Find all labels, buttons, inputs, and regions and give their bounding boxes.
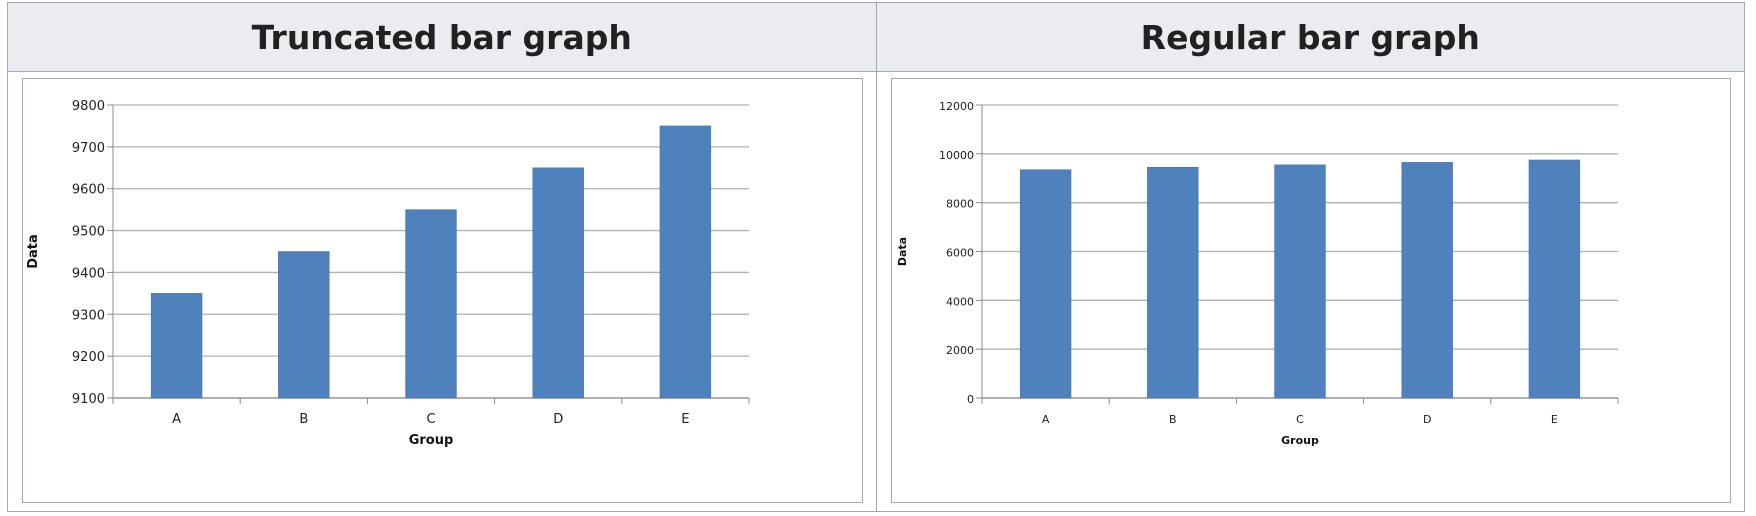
x-tick-label: E (1550, 413, 1557, 426)
x-tick-label: A (1041, 413, 1049, 426)
y-axis-label: Data (896, 237, 909, 266)
bar-d (532, 167, 584, 399)
y-tick-label: 9600 (72, 183, 105, 198)
y-tick-label: 2000 (946, 344, 974, 357)
regular-chart-cell: 0 2000 4000 6000 8000 10000 12000 A B C D E Group Dat… (877, 72, 1745, 511)
bar-b (278, 251, 330, 399)
y-tick-label: 4000 (946, 295, 974, 308)
y-tick-label: 9800 (72, 99, 105, 114)
truncated-chart-frame: 9100 9200 9300 9400 9500 9600 9700 9800 A B C D E Gro… (22, 78, 863, 503)
y-tick-label: 9100 (72, 392, 105, 407)
bar-e (1528, 159, 1580, 399)
y-tick-label: 9700 (72, 141, 105, 156)
bar-c (405, 209, 457, 399)
y-tick-label: 10000 (939, 149, 974, 162)
x-tick-label: B (299, 412, 308, 427)
truncated-chart-heading: Truncated bar graph (8, 3, 876, 72)
y-tick-label: 9300 (72, 308, 105, 323)
x-tick-label: C (1296, 413, 1304, 426)
truncated-chart-cell: 9100 9200 9300 9400 9500 9600 9700 9800 A B C D E Gro… (8, 72, 876, 511)
truncated-column: Truncated bar graph 9100 9200 9300 9400 9500… (8, 3, 876, 511)
regular-bar-chart: 0 2000 4000 6000 8000 10000 12000 A B C D E Group Dat… (896, 100, 1618, 447)
regular-chart-heading: Regular bar graph (876, 3, 1744, 72)
bar-d (1401, 162, 1453, 399)
regular-column: Regular bar graph 0 2000 4000 6000 8000 10000… (875, 3, 1745, 511)
bar-a (1019, 169, 1071, 399)
y-tick-label: 12000 (939, 100, 974, 113)
x-tick-label: D (553, 412, 563, 427)
comparison-table: Truncated bar graph 9100 9200 9300 9400 9500… (7, 2, 1745, 512)
y-tick-label: 6000 (946, 247, 974, 260)
x-tick-label: C (426, 412, 435, 427)
y-tick-label: 9400 (72, 266, 105, 281)
x-axis-label: Group (1281, 434, 1319, 447)
y-axis-label: Data (26, 234, 41, 269)
x-tick-label: E (681, 412, 689, 427)
bar-b (1146, 167, 1198, 399)
truncated-bar-chart: 9100 9200 9300 9400 9500 9600 9700 9800 A B C D E Gro… (26, 99, 750, 448)
y-tick-label: 9200 (72, 350, 105, 365)
bar-a (150, 293, 203, 399)
bar-c (1273, 164, 1326, 399)
x-tick-label: A (172, 412, 181, 427)
y-tick-label: 0 (967, 393, 974, 406)
y-tick-label: 9500 (72, 225, 105, 240)
regular-chart-frame: 0 2000 4000 6000 8000 10000 12000 A B C D E Group Dat… (890, 78, 1731, 503)
x-axis-label: Group (409, 433, 454, 448)
bar-e (659, 125, 712, 399)
x-tick-label: D (1422, 413, 1430, 426)
y-tick-label: 8000 (946, 198, 974, 211)
x-tick-label: B (1169, 413, 1177, 426)
